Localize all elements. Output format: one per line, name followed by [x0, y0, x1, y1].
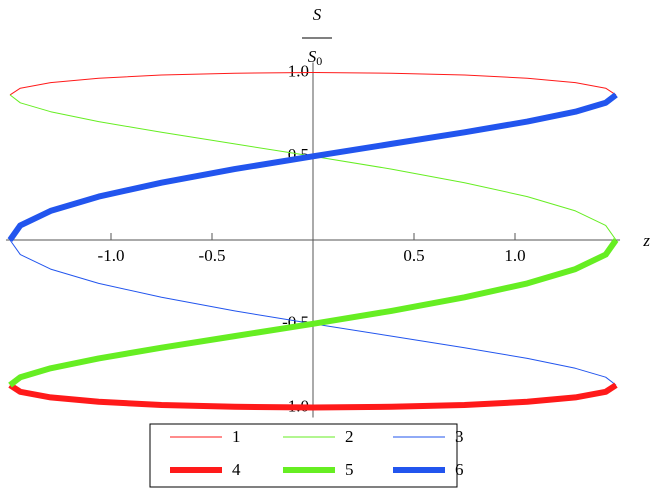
y-label-denominator-letter: S [308, 47, 317, 66]
x-tick-label: 0.5 [403, 246, 424, 265]
x-tick-label: 1.0 [504, 246, 525, 265]
x-tick-label: -0.5 [199, 246, 226, 265]
y-label-subscript: 0 [316, 54, 322, 68]
x-axis-label: z [642, 231, 650, 250]
series-line [8, 382, 618, 411]
series-line [7, 92, 618, 242]
legend-label: 3 [455, 427, 464, 446]
series-line [9, 72, 617, 96]
legend-box [149, 423, 458, 488]
legend-label: 4 [232, 460, 241, 479]
y-tick-label: 1.0 [288, 61, 309, 80]
legend-label: 6 [455, 460, 464, 479]
legend-label: 2 [345, 427, 354, 446]
series-line [8, 238, 619, 388]
y-label-numerator: S [313, 5, 322, 24]
legend-label: 5 [345, 460, 354, 479]
y-label-denominator: S0 [308, 47, 323, 68]
x-tick-label: -1.0 [98, 246, 125, 265]
legend-label: 1 [232, 427, 241, 446]
